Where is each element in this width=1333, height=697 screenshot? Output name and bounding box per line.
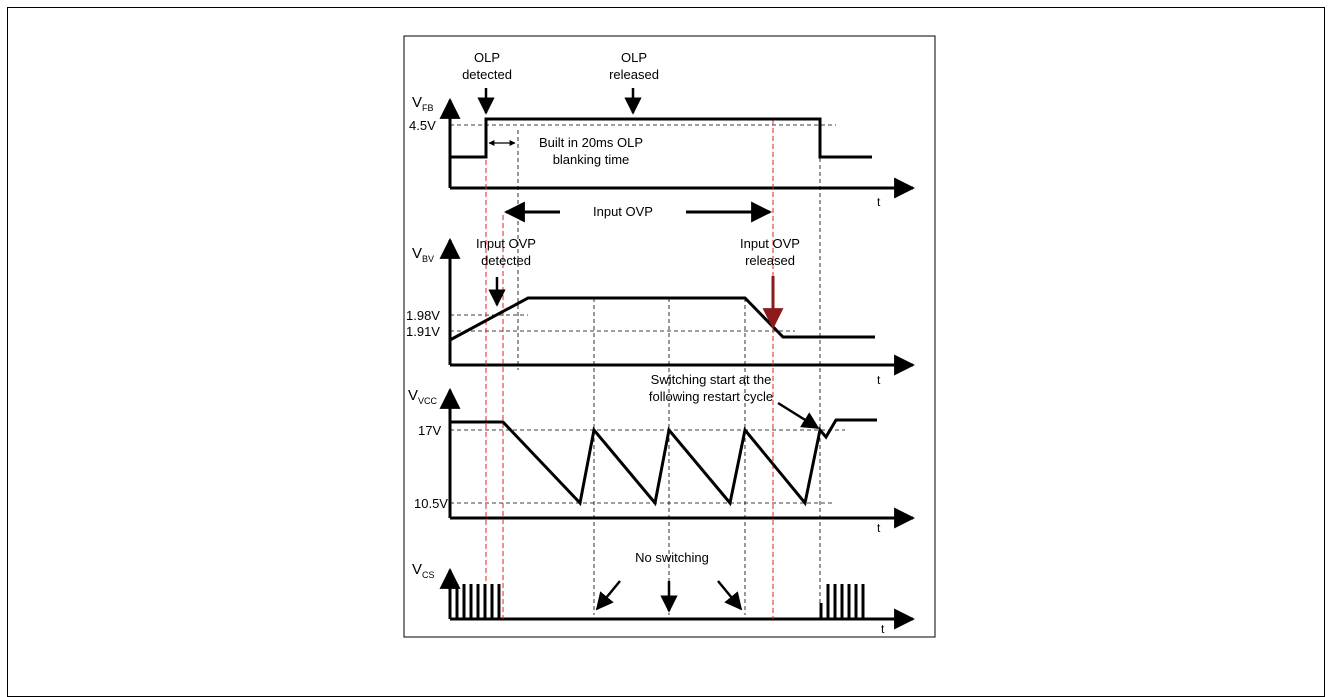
- label-input-ovp: Input OVP: [593, 204, 653, 219]
- label-olp-released-1: OLP: [621, 50, 647, 65]
- arrow-switching-start: [777, 401, 820, 430]
- label-input-ovp-detected-1: Input OVP: [476, 236, 536, 251]
- arrow-no-switching-right: [717, 580, 743, 611]
- label-switching-start-1: Switching start at the: [651, 372, 772, 387]
- vbv-trace: [449, 296, 875, 342]
- level-4v5: 4.5V: [409, 118, 436, 133]
- vvcc-t-label: t: [877, 521, 881, 535]
- vfb-t-label: t: [877, 195, 881, 209]
- vcs-pulses: [455, 584, 865, 619]
- label-blanking-2: blanking time: [553, 152, 630, 167]
- label-olp-detected-1: OLP: [474, 50, 500, 65]
- label-no-switching: No switching: [635, 550, 709, 565]
- level-17v: 17V: [418, 423, 441, 438]
- arrow-no-switching-left: [595, 580, 621, 611]
- vbv-name: VBV: [412, 245, 434, 264]
- vvcc-name: VVCC: [408, 387, 438, 406]
- label-blanking-1: Built in 20ms OLP: [539, 135, 643, 150]
- diagram-border: [403, 35, 936, 638]
- vvcc-trace: [451, 418, 877, 507]
- red-markers: [485, 120, 774, 619]
- vfb-name: VFB: [412, 94, 434, 113]
- guides: [450, 124, 845, 615]
- vbv-t-label: t: [877, 373, 881, 387]
- vcs-t-label: t: [881, 622, 885, 636]
- label-input-ovp-released-2: released: [745, 253, 795, 268]
- label-switching-start-2: following restart cycle: [649, 389, 773, 404]
- waveforms: [449, 117, 877, 507]
- axes: [439, 97, 916, 630]
- vfb-trace: [450, 117, 872, 159]
- level-10v5: 10.5V: [414, 496, 448, 511]
- annotation-arrows: [477, 88, 820, 613]
- label-olp-released-2: released: [609, 67, 659, 82]
- label-input-ovp-detected-2: detected: [481, 253, 531, 268]
- level-1v98: 1.98V: [406, 308, 440, 323]
- label-input-ovp-released-1: Input OVP: [740, 236, 800, 251]
- timing-diagram: OLP detected OLP released Built in 20ms …: [403, 35, 936, 638]
- signal-names: VFB VBV VVCC VCS: [408, 94, 438, 580]
- level-1v91: 1.91V: [406, 324, 440, 339]
- label-olp-detected-2: detected: [462, 67, 512, 82]
- vcs-name: VCS: [412, 561, 435, 580]
